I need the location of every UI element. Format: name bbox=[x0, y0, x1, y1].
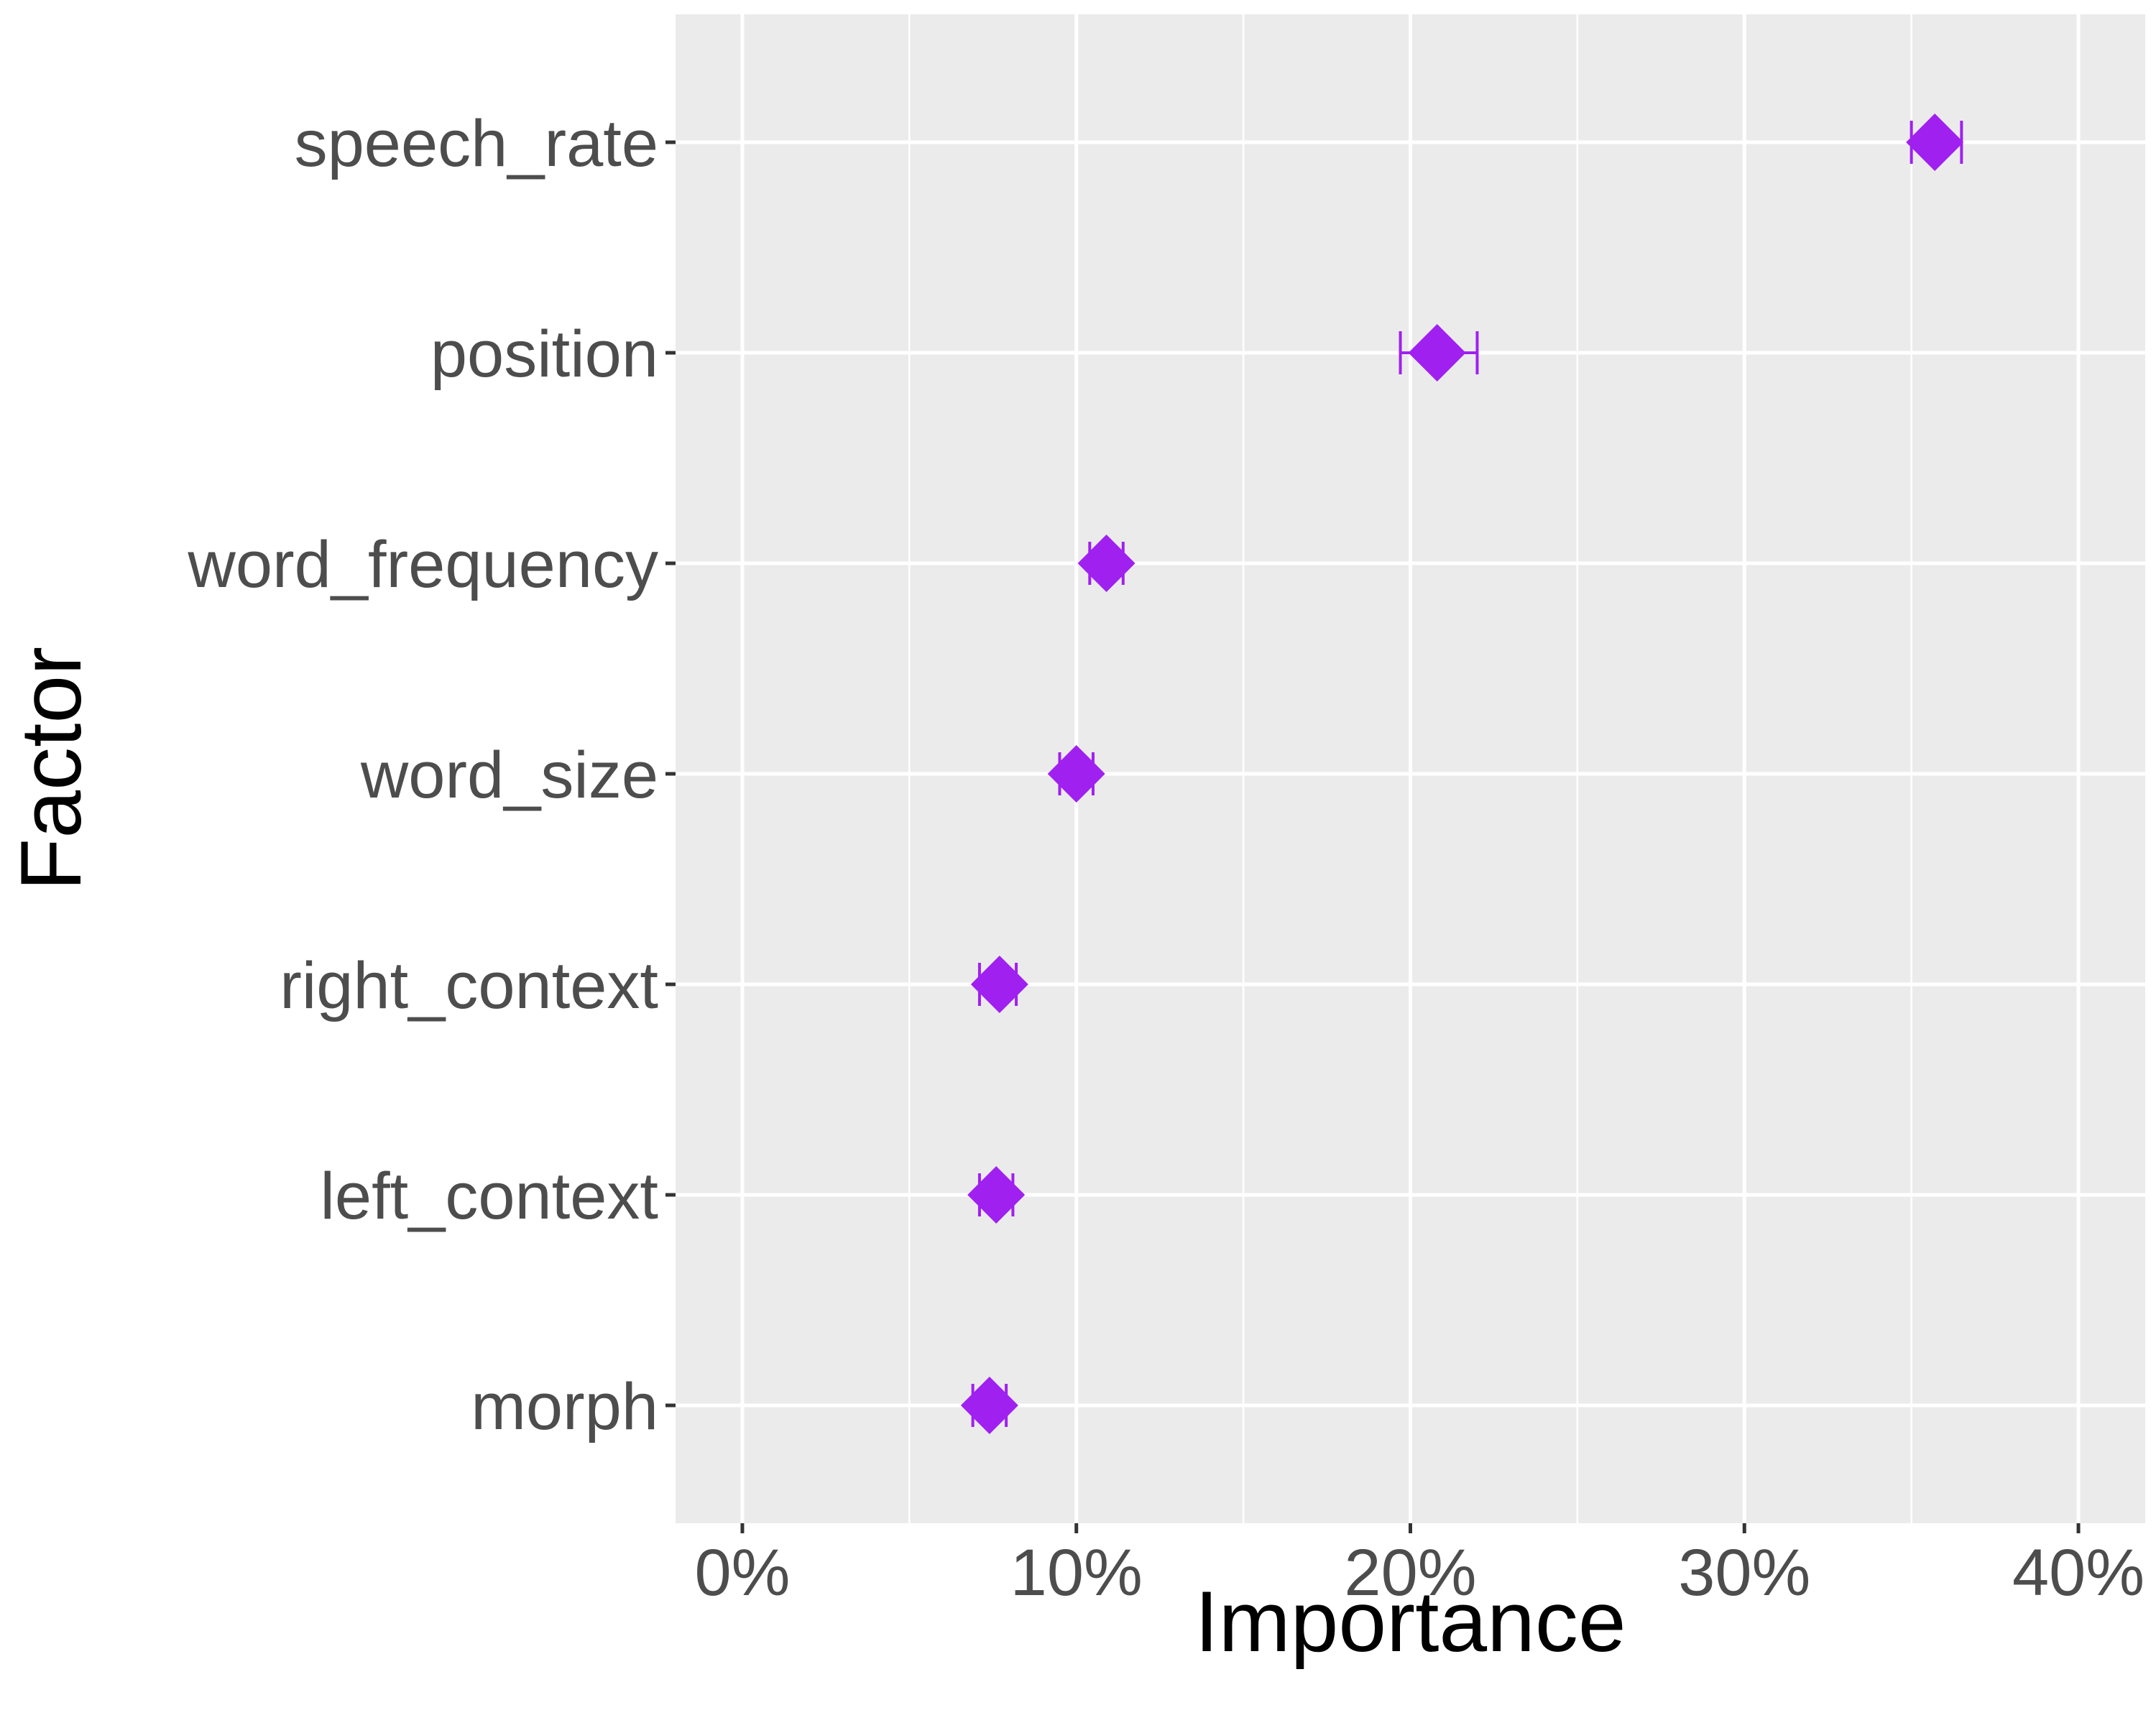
data-point bbox=[1408, 324, 1466, 382]
x-tick-label: 20% bbox=[1344, 1536, 1476, 1609]
y-tick-label: right_context bbox=[280, 949, 658, 1022]
axis-ticks: 0% 10% 20% 30% 40% speech_rate position word_fr… bbox=[187, 107, 2145, 1609]
data-point-group bbox=[1077, 535, 1135, 592]
y-tick-label: morph bbox=[471, 1370, 658, 1443]
data-point bbox=[967, 1166, 1026, 1224]
x-tick-label: 0% bbox=[694, 1536, 790, 1609]
y-tick-label: speech_rate bbox=[295, 107, 658, 180]
data-point bbox=[970, 956, 1028, 1013]
data-point-group bbox=[970, 956, 1028, 1013]
x-tick-label: 30% bbox=[1678, 1536, 1810, 1609]
data-point bbox=[1077, 535, 1135, 592]
data-points bbox=[960, 114, 1964, 1434]
y-tick-label: word_frequency bbox=[187, 528, 658, 601]
data-point-group bbox=[960, 1377, 1018, 1434]
data-point-group bbox=[1047, 745, 1105, 803]
data-point-group bbox=[967, 1166, 1026, 1224]
x-axis-title: Importance bbox=[1194, 1574, 1626, 1670]
data-point bbox=[1047, 745, 1105, 803]
data-point bbox=[960, 1377, 1018, 1434]
x-tick-label: 40% bbox=[2012, 1536, 2145, 1609]
y-tick-label: word_size bbox=[360, 739, 658, 812]
data-point-group bbox=[1906, 114, 1964, 171]
data-point-group bbox=[1399, 324, 1479, 382]
x-tick-label: 10% bbox=[1010, 1536, 1143, 1609]
y-tick-label: left_context bbox=[320, 1160, 658, 1233]
y-tick-label: position bbox=[430, 318, 658, 391]
y-axis-title: Factor bbox=[3, 647, 99, 891]
data-point bbox=[1906, 114, 1964, 171]
